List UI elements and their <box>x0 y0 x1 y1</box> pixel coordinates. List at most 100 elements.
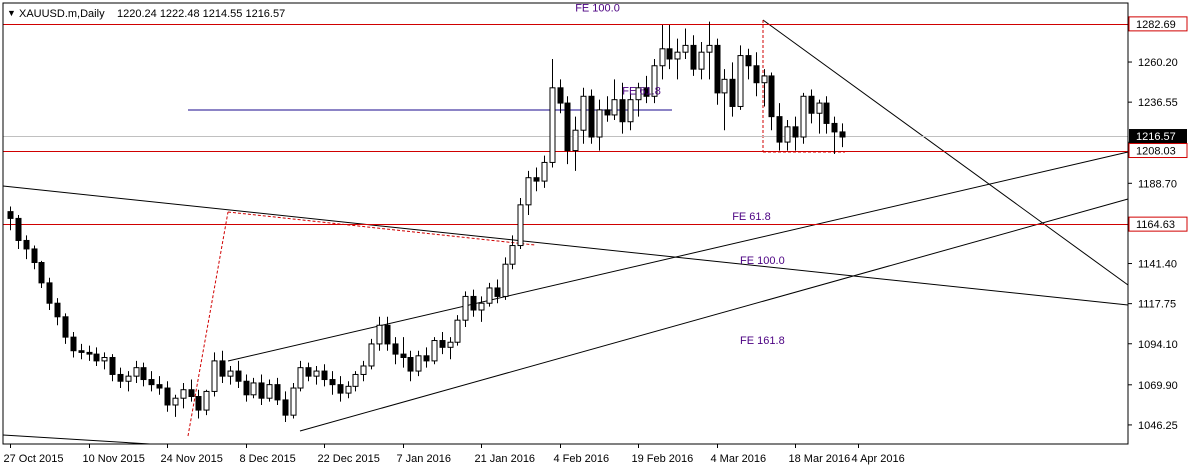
trendline-bottom-left[interactable] <box>2 434 151 445</box>
candle-body <box>7 211 14 219</box>
candle-body <box>580 95 587 131</box>
candle <box>768 72 775 131</box>
candle-body <box>753 65 760 84</box>
current-price-tag <box>1129 129 1187 144</box>
candle <box>345 381 352 399</box>
candle-body <box>619 99 626 123</box>
candle-body <box>266 384 273 399</box>
candle-body <box>70 336 77 352</box>
candle-body <box>415 355 422 372</box>
x-tick-label: 4 Mar 2016 <box>711 453 767 465</box>
candle <box>62 313 69 344</box>
x-tick-label: 24 Nov 2015 <box>161 453 223 465</box>
candle <box>564 96 571 165</box>
candle-body <box>227 370 234 377</box>
candle <box>219 350 226 383</box>
candle <box>494 279 501 304</box>
x-tick-label: 21 Jan 2016 <box>475 453 536 465</box>
candle <box>761 69 768 107</box>
price-level-tag-label: 1282.69 <box>1136 19 1176 31</box>
candle <box>572 116 579 171</box>
candle-body <box>164 387 171 406</box>
candle-body <box>329 379 336 386</box>
candle-body <box>470 295 477 311</box>
candle <box>54 298 61 326</box>
candle-body <box>831 122 838 133</box>
candle <box>635 82 642 117</box>
candle <box>23 235 30 260</box>
candle-body <box>478 302 485 311</box>
fibo-label: FE 161.8 <box>740 335 785 347</box>
candle <box>164 381 171 412</box>
candle-body <box>596 109 603 138</box>
candle-body <box>776 116 783 143</box>
candle-body <box>368 343 375 367</box>
candle-body <box>839 131 846 138</box>
candle <box>659 25 666 80</box>
candle <box>423 347 430 368</box>
candle-body <box>203 390 210 411</box>
collapse-triangle-icon[interactable]: ▼ <box>7 8 16 18</box>
ohlc-readout: 1220.24 1222.48 1214.55 1216.57 <box>117 8 285 20</box>
y-tick-label: 1094.10 <box>1138 339 1178 351</box>
trendline-descending-long[interactable] <box>2 185 1129 306</box>
candle-body <box>290 387 297 416</box>
candle <box>172 394 179 417</box>
x-tick-label: 4 Feb 2016 <box>554 453 610 465</box>
candle <box>360 360 367 382</box>
channel-lower-line[interactable] <box>299 198 1129 432</box>
candle <box>651 58 658 104</box>
candle <box>258 374 265 405</box>
candle <box>407 350 414 382</box>
candle-body <box>494 287 501 297</box>
candle-body <box>635 87 642 101</box>
candle <box>737 45 744 110</box>
candle-body <box>195 396 202 411</box>
candle <box>31 245 38 270</box>
candle <box>305 362 312 382</box>
candle-body <box>792 126 799 138</box>
candle-body <box>305 367 312 377</box>
candle <box>776 103 783 151</box>
candle-body <box>376 324 383 345</box>
x-tick-label: 8 Dec 2015 <box>240 453 296 465</box>
candle-body <box>651 65 658 97</box>
candle-body <box>674 51 681 60</box>
candle <box>7 206 14 231</box>
x-tick-label: 27 Oct 2015 <box>4 453 64 465</box>
candle-body <box>109 356 116 375</box>
candle-body <box>486 287 493 304</box>
candle <box>682 28 689 59</box>
candle <box>447 337 454 360</box>
candle <box>101 352 108 370</box>
candle-body <box>172 397 179 406</box>
candle-body <box>611 99 618 116</box>
symbol-label: XAUUSD.m,Daily <box>19 8 105 20</box>
candle-body <box>659 48 666 67</box>
price-level-tag-label: 1208.03 <box>1136 146 1176 158</box>
candle-body <box>360 365 367 375</box>
candle-body <box>525 177 532 206</box>
candle <box>376 316 383 351</box>
price-level-tag <box>1128 216 1188 232</box>
candle-body <box>313 370 320 377</box>
trendline-resistance[interactable] <box>762 19 1129 286</box>
candle <box>274 377 281 405</box>
candle <box>180 382 187 409</box>
candle <box>148 371 155 392</box>
candle-body <box>823 102 830 124</box>
candle-body <box>156 384 163 389</box>
candle-body <box>557 87 564 104</box>
candle <box>282 391 289 422</box>
candle <box>839 123 846 148</box>
candle-body <box>447 341 454 348</box>
candle <box>188 379 195 402</box>
candle <box>823 96 830 134</box>
fibo-dashed-leg[interactable] <box>187 211 229 437</box>
candle <box>690 35 697 76</box>
candle <box>266 379 273 402</box>
candle <box>666 25 673 70</box>
fibo-dashed-leg[interactable] <box>227 211 536 246</box>
candle <box>643 75 650 104</box>
candle <box>415 350 422 377</box>
